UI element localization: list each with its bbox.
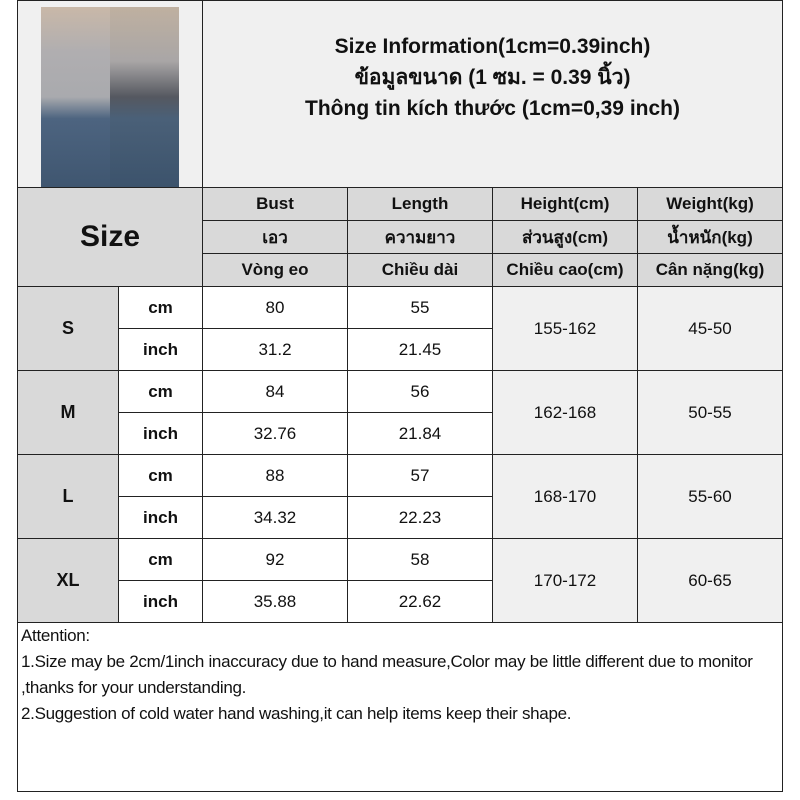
size-label: M <box>17 370 119 455</box>
length-cm: 58 <box>347 538 493 581</box>
unit-cm: cm <box>118 370 203 413</box>
col-bust-th: เอว <box>202 220 348 254</box>
col-weight-vi: Cân nặng(kg) <box>636 253 784 287</box>
col-length-vi: Chiều dài <box>347 253 493 287</box>
length-cm: 57 <box>347 454 493 497</box>
size-row-inch: inch 35.88 22.62 <box>18 580 783 623</box>
length-inch: 22.62 <box>347 580 493 623</box>
size-row-inch: inch 34.32 22.23 <box>18 496 783 539</box>
height-range: 170-172 <box>492 538 638 623</box>
col-length-th: ความยาว <box>347 220 493 254</box>
size-row-cm: XL cm 92 58 170-172 60-65 <box>17 538 784 623</box>
size-label: S <box>17 286 119 371</box>
size-chart-table: Size Information(1cm=0.39inch) ข้อมูลขนา… <box>16 0 784 792</box>
size-row-inch: inch 31.2 21.45 <box>18 328 783 371</box>
col-bust-en: Bust <box>202 187 348 221</box>
col-weight-th: น้ำหนัก(kg) <box>636 220 784 254</box>
bust-cm: 92 <box>202 538 348 581</box>
size-info-header: Size Information(1cm=0.39inch) ข้อมูลขนา… <box>201 0 784 188</box>
size-label: XL <box>17 538 119 623</box>
size-row-cm: S cm 80 55 155-162 45-50 <box>17 286 784 371</box>
bust-cm: 80 <box>202 286 348 329</box>
bust-inch: 31.2 <box>202 328 348 371</box>
unit-cm: cm <box>118 538 203 581</box>
weight-range: 60-65 <box>636 538 784 623</box>
size-column-header: Size <box>17 187 203 287</box>
col-height-en: Height(cm) <box>492 187 638 221</box>
size-label: L <box>17 454 119 539</box>
col-length-en: Length <box>347 187 493 221</box>
attention-notes: Attention: 1.Size may be 2cm/1inch inacc… <box>16 622 784 792</box>
height-range: 155-162 <box>492 286 638 371</box>
length-cm: 55 <box>347 286 493 329</box>
bust-inch: 34.32 <box>202 496 348 539</box>
attention-note-2: 2.Suggestion of cold water hand washing,… <box>21 704 572 723</box>
length-inch: 21.84 <box>347 412 493 455</box>
height-range: 162-168 <box>492 370 638 455</box>
attention-note-1: 1.Size may be 2cm/1inch inaccuracy due t… <box>21 652 753 697</box>
unit-inch: inch <box>118 580 203 623</box>
col-bust-vi: Vòng eo <box>202 253 348 287</box>
bust-cm: 88 <box>202 454 348 497</box>
height-range: 168-170 <box>492 454 638 539</box>
weight-range: 55-60 <box>636 454 784 539</box>
title-english: Size Information(1cm=0.39inch) <box>334 34 651 58</box>
product-photo-cell <box>17 0 203 188</box>
product-photo <box>41 7 179 187</box>
size-row-inch: inch 32.76 21.84 <box>18 412 783 455</box>
unit-cm: cm <box>118 286 203 329</box>
size-row-cm: L cm 88 57 168-170 55-60 <box>17 454 784 539</box>
unit-inch: inch <box>118 412 203 455</box>
col-height-th: ส่วนสูง(cm) <box>492 220 638 254</box>
col-weight-en: Weight(kg) <box>636 187 784 221</box>
weight-range: 45-50 <box>636 286 784 371</box>
title-thai: ข้อมูลขนาด (1 ซม. = 0.39 นิ้ว) <box>354 65 631 89</box>
weight-range: 50-55 <box>636 370 784 455</box>
unit-inch: inch <box>118 328 203 371</box>
bust-inch: 35.88 <box>202 580 348 623</box>
col-height-vi: Chiều cao(cm) <box>492 253 638 287</box>
attention-title: Attention: <box>21 626 90 645</box>
length-inch: 22.23 <box>347 496 493 539</box>
unit-inch: inch <box>118 496 203 539</box>
size-row-cm: M cm 84 56 162-168 50-55 <box>17 370 784 455</box>
title-vietnamese: Thông tin kích thước (1cm=0,39 inch) <box>305 96 680 120</box>
bust-cm: 84 <box>202 370 348 413</box>
bust-inch: 32.76 <box>202 412 348 455</box>
length-inch: 21.45 <box>347 328 493 371</box>
unit-cm: cm <box>118 454 203 497</box>
length-cm: 56 <box>347 370 493 413</box>
